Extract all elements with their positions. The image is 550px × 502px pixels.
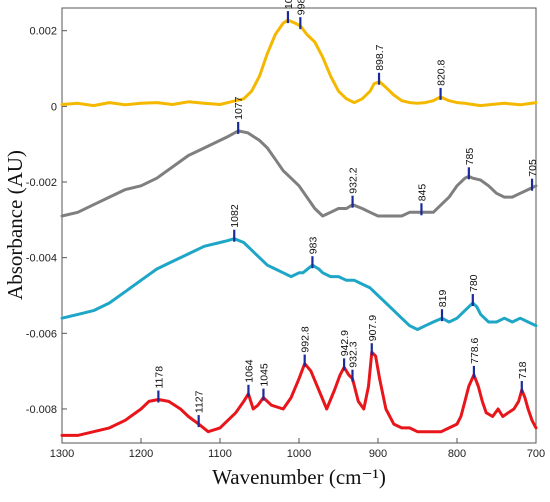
peak-label: 718 <box>517 361 529 379</box>
x-tick-label: 800 <box>448 448 466 460</box>
peak-label: 992.8 <box>300 326 312 352</box>
y-tick-label: 0.002 <box>29 26 57 38</box>
peak-label: 1178 <box>153 366 165 389</box>
peak-label: 785 <box>464 148 476 166</box>
series-line-3 <box>60 237 538 331</box>
peak-label: 1064 <box>243 359 255 383</box>
peak-label: 998.3 <box>295 0 307 15</box>
x-tick-label: 1000 <box>287 448 311 460</box>
peak-label: 942.9 <box>339 330 351 356</box>
peak-label: 820.8 <box>436 59 448 85</box>
y-tick-label: -0.008 <box>26 404 57 416</box>
peak-label: 1127 <box>194 390 206 413</box>
peak-label: 1077 <box>233 96 245 120</box>
y-axis: 0.002 0 -0.002 -0.004 -0.006 -0.008 <box>26 26 67 416</box>
peak-label: 1082 <box>229 204 241 228</box>
y-axis-title: Absorbance (AU) <box>3 150 27 300</box>
x-tick-label: 900 <box>369 448 387 460</box>
peak-label: 932.2 <box>348 167 360 193</box>
peak-annotations: 1014998.3 898.7 820.8 1077 932.2 845 785 705 108… <box>153 0 539 428</box>
peak-label: 907.9 <box>367 315 379 341</box>
peak-label: 898.7 <box>374 44 386 70</box>
y-tick-label: -0.006 <box>26 328 57 340</box>
peak-label: 983 <box>307 237 319 255</box>
peak-label: 778.6 <box>469 337 481 363</box>
x-tick-label: 1200 <box>129 448 153 460</box>
peak-label: 1045 <box>258 363 270 387</box>
peak-label: 705 <box>527 159 539 177</box>
peak-label: 845 <box>416 184 428 202</box>
peak-label: 932.3 <box>348 341 360 367</box>
x-tick-label: 1300 <box>50 448 74 460</box>
series-line-2 <box>60 129 538 218</box>
series-line-1 <box>60 18 538 108</box>
series-layer <box>60 18 538 437</box>
series-line-4 <box>60 350 538 437</box>
peak-label: 819 <box>437 290 449 308</box>
peak-label: 1014 <box>283 0 295 9</box>
y-tick-label: -0.004 <box>26 253 57 265</box>
x-tick-label: 1100 <box>208 448 232 460</box>
x-axis-title: Wavenumber (cm⁻¹) <box>212 465 386 489</box>
x-tick-label: 700 <box>527 448 545 460</box>
y-tick-label: -0.002 <box>26 177 57 189</box>
y-tick-label: 0 <box>51 101 57 113</box>
x-axis: 1300 1200 1100 1000 900 800 700 <box>50 438 545 460</box>
peak-label: 780 <box>468 274 480 292</box>
